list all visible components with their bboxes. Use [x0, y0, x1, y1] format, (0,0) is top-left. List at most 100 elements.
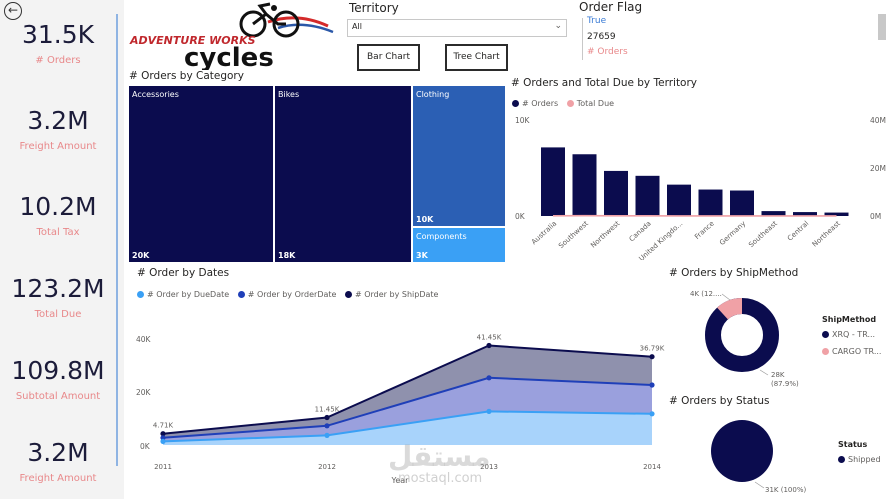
cyclist-icon: ADVENTURE WORKS cycles — [129, 2, 334, 73]
logo-line1: ADVENTURE WORKS — [129, 34, 256, 47]
treemap-tile-bikes[interactable]: Bikes 18K — [275, 86, 411, 262]
scrollbar[interactable] — [878, 14, 886, 40]
tree-chart-button[interactable]: Tree Chart — [445, 44, 508, 71]
treemap-tile-clothing[interactable]: Clothing 10K — [413, 86, 505, 226]
bar-2[interactable] — [604, 170, 628, 216]
bar-5[interactable] — [698, 189, 723, 216]
tile-value: 3K — [416, 251, 428, 260]
tile-value: 10K — [416, 215, 434, 224]
territory-dropdown[interactable]: All ⌄ — [347, 19, 567, 37]
y-right-tick: 40M — [870, 116, 886, 125]
tile-label: Bikes — [278, 90, 300, 99]
kpi-panel: ← 31.5K # Orders 3.2M Freight Amount 10.… — [0, 0, 124, 499]
legend-item-shipped[interactable]: Shipped — [838, 455, 881, 464]
x-tick-label: 2011 — [154, 463, 172, 471]
territory-dropdown-value: All — [352, 22, 362, 31]
bar-1[interactable] — [572, 154, 597, 216]
point-0-3[interactable] — [649, 411, 655, 417]
point-2-1[interactable] — [324, 414, 330, 421]
legend-item-total-due[interactable]: Total Due — [566, 99, 614, 108]
treemap-title: # Orders by Category — [129, 70, 244, 82]
donut-label-big-pct: (87.9%) — [771, 380, 799, 388]
tile-value: 20K — [132, 251, 150, 260]
point-0-0[interactable] — [160, 438, 166, 444]
bar-6[interactable] — [730, 190, 754, 216]
kpi-label: Freight Amount — [19, 473, 97, 484]
territory-chart-title: # Orders and Total Due by Territory — [511, 77, 698, 89]
point-2-0[interactable] — [160, 431, 166, 437]
shipmethod-chart-title: # Orders by ShipMethod — [669, 267, 799, 279]
territory-chart-legend: # Orders Total Due — [512, 99, 620, 108]
point-1-0[interactable] — [160, 435, 166, 441]
point-2-2[interactable] — [486, 342, 492, 349]
tile-label: Accessories — [132, 90, 179, 99]
legend-item-shipdate[interactable]: # Order by ShipDate — [344, 290, 438, 299]
kpi-value: 123.2M — [11, 274, 105, 303]
donut-slice-xrq[interactable] — [705, 298, 779, 372]
point-1-1[interactable] — [324, 423, 330, 429]
x-tick-label: 2012 — [318, 463, 336, 471]
series-line-1 — [162, 376, 653, 439]
bar-8[interactable] — [793, 212, 817, 216]
data-label: 36.79K — [640, 345, 665, 353]
legend-item-orders[interactable]: # Orders — [512, 99, 558, 108]
x-tick-label: Germany — [718, 220, 747, 247]
series-line-2 — [162, 344, 653, 435]
tile-label: Components — [416, 232, 467, 241]
point-0-1[interactable] — [324, 432, 330, 438]
kpi-total-due: 123.2M Total Due — [0, 274, 116, 321]
order-flag-title: Order Flag — [579, 0, 643, 14]
bar-9[interactable] — [824, 212, 849, 216]
data-label: 4.71K — [153, 422, 174, 430]
y-right-tick: 20M — [870, 164, 886, 173]
legend-item-orderdate[interactable]: # Order by OrderDate — [237, 290, 336, 299]
order-flag-label: # Orders — [587, 47, 628, 57]
legend-item-duedate[interactable]: # Order by DueDate — [137, 290, 229, 299]
kpi-label: Freight Amount — [19, 141, 97, 152]
bar-3[interactable] — [635, 175, 660, 216]
logo: ADVENTURE WORKS cycles — [128, 2, 338, 73]
bar-7[interactable] — [761, 211, 786, 216]
kpi-label: Total Tax — [36, 227, 80, 238]
bar-0[interactable] — [541, 147, 565, 216]
pie-slice-shipped[interactable] — [711, 420, 773, 482]
kpi-value: 31.5K — [21, 20, 95, 49]
bar-4[interactable] — [667, 184, 691, 216]
tile-label: Clothing — [416, 90, 450, 99]
territory-slicer-title: Territory — [349, 1, 399, 15]
point-0-2[interactable] — [486, 408, 492, 414]
x-tick-label: France — [693, 220, 716, 242]
point-1-2[interactable] — [486, 375, 492, 381]
kpi-value: 3.2M — [27, 438, 89, 467]
legend-item-xrq[interactable]: XRQ - TR... — [822, 330, 875, 339]
x-tick-label: Canada — [628, 220, 653, 244]
x-tick-label: Northeast — [811, 219, 842, 248]
donut-label-small: 4K (12.... — [690, 290, 722, 298]
point-1-3[interactable] — [649, 382, 655, 388]
x-axis-label: Year — [391, 476, 410, 485]
kpi-label: Total Due — [34, 309, 82, 320]
treemap-tile-accessories[interactable]: Accessories 20K — [129, 86, 273, 262]
y-left-tick: 0K — [515, 212, 526, 221]
logo-line2: cycles — [184, 43, 274, 70]
donut-slice-cargo[interactable] — [717, 297, 743, 320]
watermark: مستقل — [388, 440, 491, 473]
y-tick: 40K — [136, 335, 152, 344]
point-2-3[interactable] — [649, 354, 655, 360]
x-tick-label: Northwest — [589, 219, 621, 249]
kpi-subtotal: 109.8M Subtotal Amount — [0, 356, 116, 403]
kpi-divider — [116, 14, 118, 466]
dates-chart-title: # Order by Dates — [137, 267, 230, 279]
legend-item-cargo[interactable]: CARGO TR... — [822, 347, 881, 356]
kpi-label: Subtotal Amount — [15, 391, 101, 402]
x-tick-label: 2013 — [480, 463, 498, 471]
status-chart-title: # Orders by Status — [669, 395, 770, 407]
back-arrow-icon[interactable]: ← — [4, 2, 22, 20]
order-flag-divider — [582, 18, 583, 60]
area-0 — [163, 411, 652, 445]
bar-chart-button[interactable]: Bar Chart — [357, 44, 420, 71]
x-tick-label: Central — [786, 220, 810, 243]
treemap-tile-components[interactable]: Components 3K — [413, 228, 505, 262]
